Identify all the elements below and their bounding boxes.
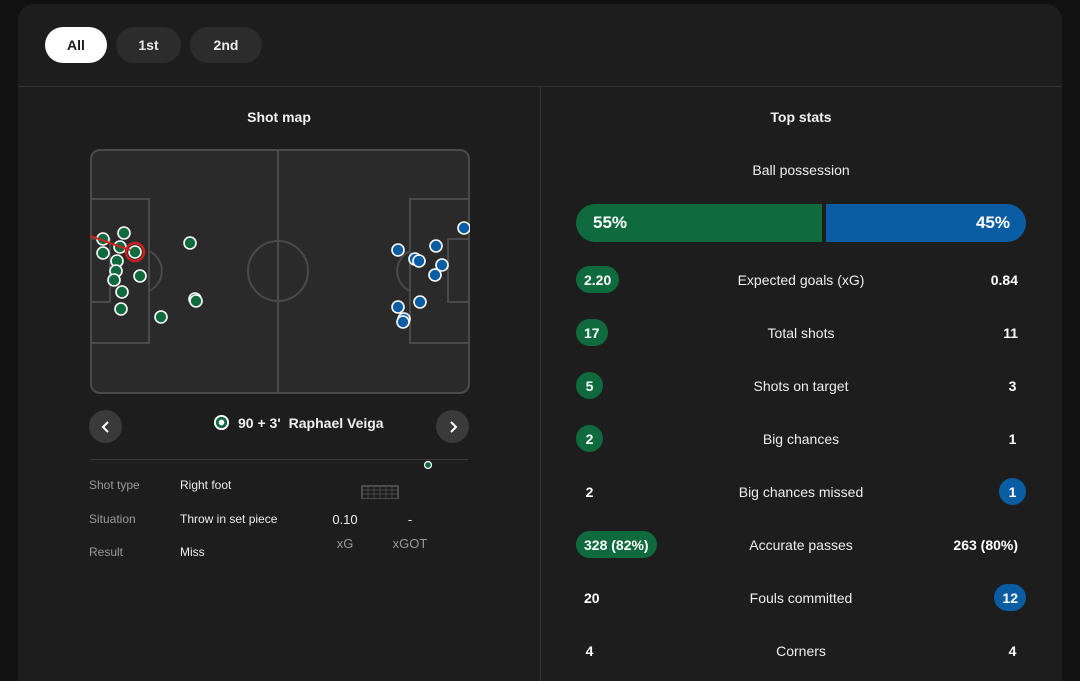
selected-shot-trajectory (90, 235, 131, 251)
right-penalty-arc (396, 250, 411, 292)
stat-name: Big chances missed (738, 484, 864, 500)
right-goal-box (447, 238, 470, 303)
period-tabs: All 1st 2nd (45, 27, 262, 63)
result-value: Miss (180, 545, 205, 559)
tab-first-half[interactable]: 1st (116, 27, 181, 63)
selected-shot-info: 90 + 3' Raphael Veiga (213, 414, 384, 431)
possession-home-value: 55% (593, 213, 628, 232)
timeline-shot-marker[interactable] (423, 460, 433, 470)
home-shot-marker[interactable] (128, 245, 142, 259)
stat-name: Corners (776, 643, 826, 659)
center-circle (247, 240, 309, 302)
possession-away-value: 45% (975, 213, 1010, 232)
stat-away-value: 12 (994, 584, 1026, 611)
away-shot-marker[interactable] (429, 239, 443, 253)
possession-label: Ball possession (752, 162, 850, 178)
stat-row: 2.20 Expected goals (xG) 0.84 (576, 266, 1026, 294)
shot-map-title: Shot map (247, 109, 311, 125)
shot-type-value: Right foot (180, 478, 232, 492)
match-stats-card: All 1st 2nd Shot map 90 + 3' Raphael V (18, 4, 1062, 681)
home-shot-marker[interactable] (154, 310, 168, 324)
previous-shot-button[interactable] (89, 410, 122, 443)
stat-home-value: 5 (576, 372, 603, 399)
home-shot-marker[interactable] (189, 294, 203, 308)
shot-minute: 90 + 3' (238, 414, 281, 431)
away-shot-marker[interactable] (396, 315, 410, 329)
shot-player: Raphael Veiga (288, 414, 384, 431)
away-shots (391, 221, 470, 329)
column-divider (540, 86, 541, 681)
away-shot-marker[interactable] (435, 258, 449, 272)
left-penalty-arc (148, 250, 163, 292)
stat-home-value: 328 (82%) (576, 531, 657, 558)
situation-value: Throw in set piece (180, 512, 278, 526)
stat-away-value: 4 (1008, 642, 1017, 659)
stat-row: 2 Big chances 1 (576, 425, 1026, 453)
stat-away-value: 1 (1008, 430, 1017, 447)
stat-away-value: 3 (1008, 377, 1017, 394)
away-shot-marker[interactable] (412, 254, 426, 268)
goal-frame-icon (361, 485, 399, 499)
stat-name: Accurate passes (749, 537, 853, 553)
xg-value: 0.10 (332, 512, 358, 527)
shot-map-pitch[interactable] (90, 149, 470, 394)
stat-row: 20 Fouls committed 12 (576, 584, 1026, 612)
result-label: Result (89, 545, 124, 559)
stat-away-value: 11 (1003, 324, 1018, 341)
away-shot-marker[interactable] (457, 221, 470, 235)
stat-away-value: 0.84 (990, 271, 1018, 288)
tab-all[interactable]: All (45, 27, 107, 63)
stat-name: Expected goals (xG) (737, 272, 865, 288)
stat-name: Shots on target (753, 378, 849, 394)
home-shot-marker[interactable] (114, 302, 128, 316)
stat-row: 2 Big chances missed 1 (576, 478, 1026, 506)
stat-home-value: 4 (585, 642, 594, 659)
away-shot-marker[interactable] (413, 295, 427, 309)
chevron-right-icon (449, 420, 457, 433)
stat-name: Total shots (767, 325, 835, 341)
stat-away-value: 1 (999, 478, 1026, 505)
away-shot-marker[interactable] (391, 300, 405, 314)
next-shot-button[interactable] (436, 410, 469, 443)
possession-home: 55% (576, 204, 822, 242)
stat-home-value: 2 (576, 425, 603, 452)
home-shot-marker[interactable] (115, 285, 129, 299)
xgot-value: - (407, 512, 413, 527)
pitch-outline (90, 149, 470, 394)
tab-second-half[interactable]: 2nd (190, 27, 262, 63)
stat-home-value: 2 (585, 483, 594, 500)
chevron-left-icon (101, 420, 109, 433)
selected-shot-marker (124, 241, 146, 263)
stat-home-value: 17 (576, 319, 608, 346)
home-shots (96, 226, 203, 324)
home-shot-marker[interactable] (133, 269, 147, 283)
situation-label: Situation (89, 512, 136, 526)
stat-name: Fouls committed (749, 590, 853, 606)
stat-home-value: 2.20 (576, 266, 620, 293)
home-shot-marker[interactable] (96, 246, 110, 260)
away-shot-marker[interactable] (391, 243, 405, 257)
shot-timeline (90, 459, 468, 460)
possession-bar: 55% 45% (576, 204, 1026, 242)
home-shot-marker[interactable] (117, 226, 131, 240)
palmeiras-crest-icon (213, 414, 230, 431)
away-shot-marker[interactable] (428, 268, 442, 282)
stat-row: 17 Total shots 11 (576, 319, 1026, 347)
home-shot-marker[interactable] (107, 273, 121, 287)
stat-name: Big chances (762, 431, 840, 447)
xg-label: xG (336, 536, 354, 551)
stat-home-value: 20 (584, 589, 600, 606)
possession-away: 45% (825, 204, 1026, 242)
stat-row: 5 Shots on target 3 (576, 372, 1026, 400)
top-stats-title: Top stats (770, 109, 832, 125)
xgot-label: xGOT (392, 536, 428, 551)
stat-away-value: 263 (80%) (953, 536, 1018, 553)
home-shot-marker[interactable] (183, 236, 197, 250)
stat-row: 328 (82%) Accurate passes 263 (80%) (576, 531, 1026, 559)
shot-type-label: Shot type (89, 478, 140, 492)
stat-row: 4 Corners 4 (576, 637, 1026, 665)
